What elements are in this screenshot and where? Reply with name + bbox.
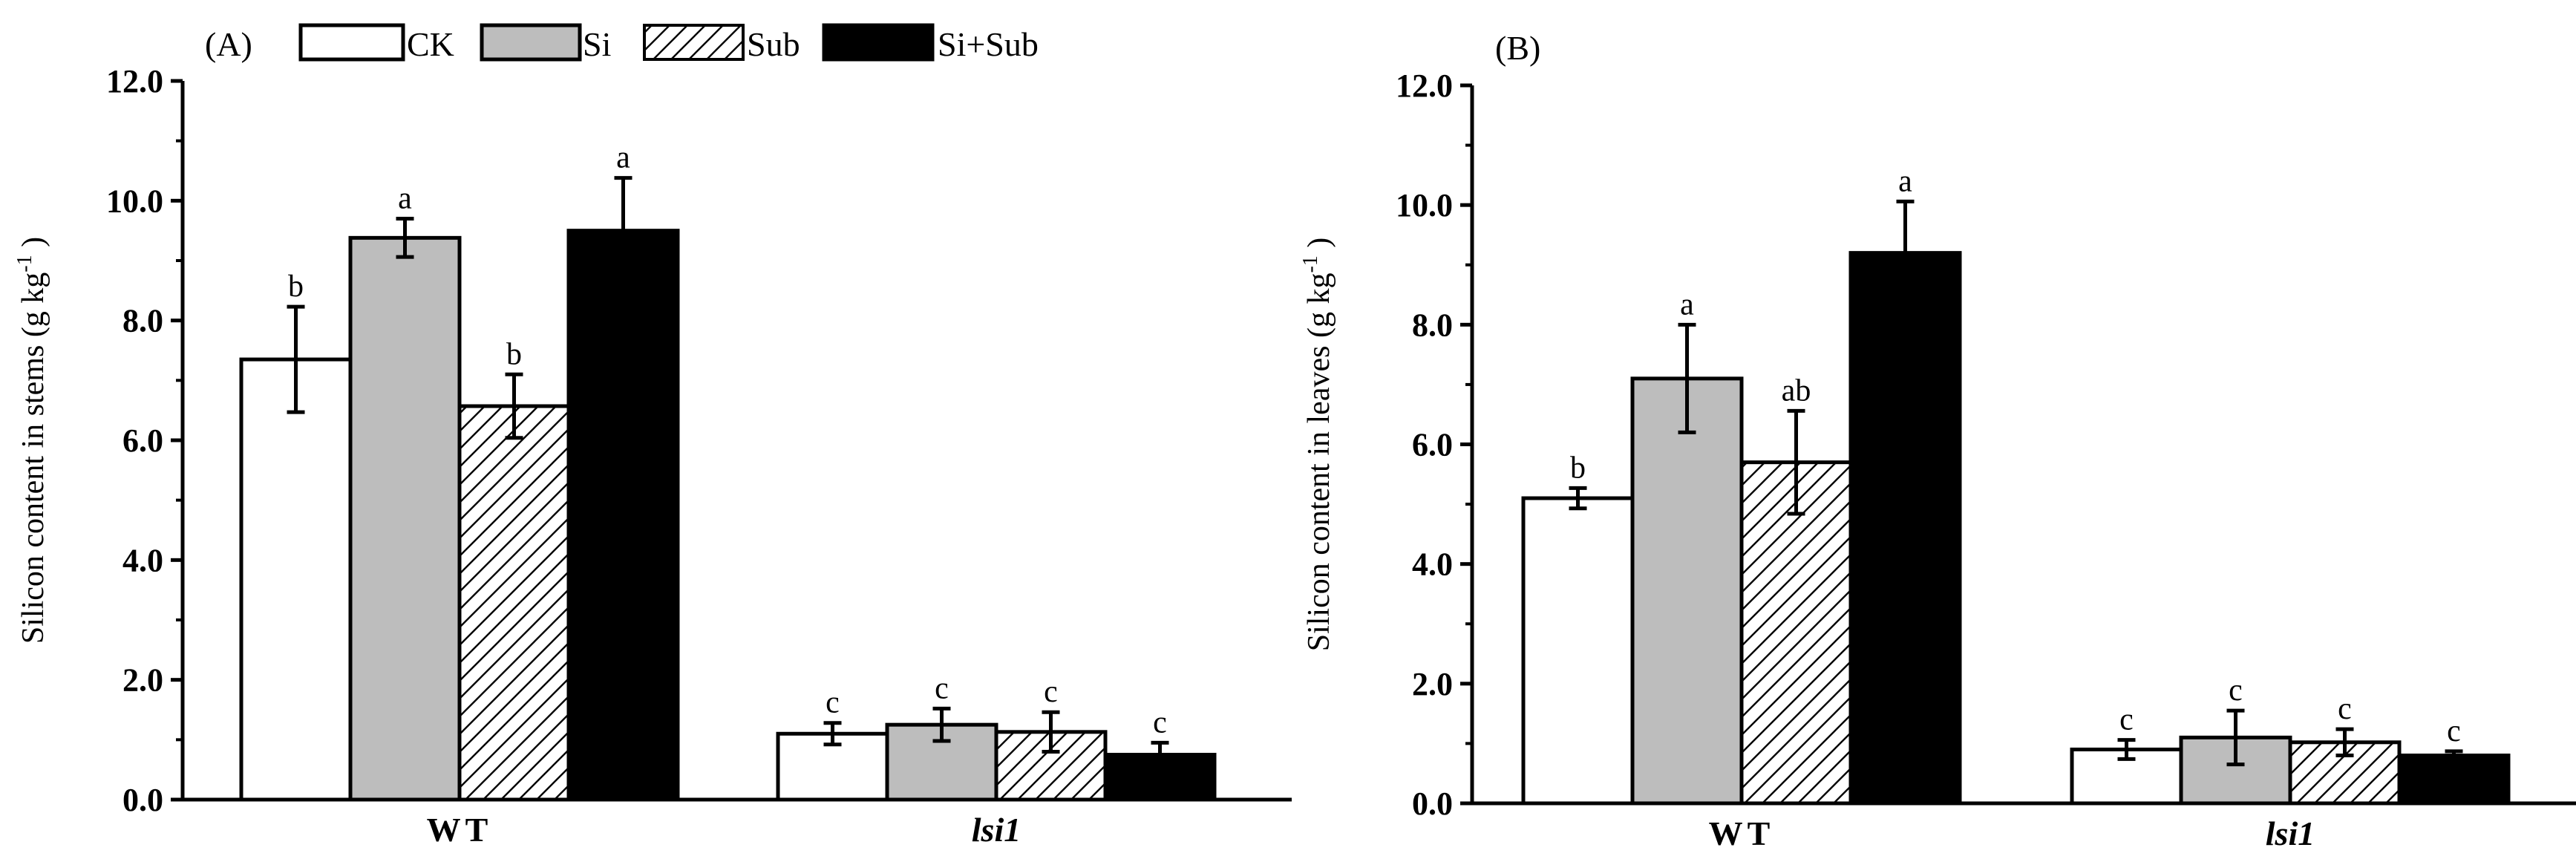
y-axis-title: Silicon content in stems (g kg-1 ) bbox=[13, 237, 50, 644]
y-tick-label: 8.0 bbox=[1412, 307, 1453, 343]
legend-swatch-si bbox=[480, 23, 582, 62]
bar-si-wt bbox=[1630, 376, 1744, 806]
legend-label-si-sub: Si+Sub bbox=[938, 25, 1039, 63]
legend-item-si-sub: Si+Sub bbox=[822, 23, 1039, 63]
error-bar-si-wt bbox=[1678, 322, 1696, 434]
x-category-label-wt: WT bbox=[1709, 814, 1775, 852]
y-tick-label: 6.0 bbox=[1412, 427, 1453, 463]
y-tick-label: 4.0 bbox=[1412, 546, 1453, 583]
legend-label-ck: CK bbox=[407, 25, 454, 63]
error-bar-si-lsi1 bbox=[2226, 708, 2245, 767]
significance-label-sub-wt: b bbox=[506, 337, 522, 371]
y-tick-label: 12.0 bbox=[106, 63, 163, 99]
y-tick-label: 0.0 bbox=[122, 782, 163, 818]
bar-sub-wt bbox=[1739, 460, 1853, 806]
legend-item-sub: Sub bbox=[643, 24, 800, 63]
y-tick-label: 0.0 bbox=[1412, 785, 1453, 822]
error-bar-si-sub-lsi1 bbox=[2445, 749, 2463, 762]
y-tick-label: 2.0 bbox=[1412, 666, 1453, 702]
y-axis-title: Silicon content in leaves (g kg-1 ) bbox=[1299, 238, 1336, 652]
chart-panel-b: b a ab a WT c c c c lsi1 0.0 2.0 4.0 6.0 8.0 10.0 12.0 Si… bbox=[1299, 68, 2576, 852]
panel-label-a: (A) bbox=[205, 25, 252, 63]
error-bar-sub-lsi1 bbox=[1042, 710, 1060, 754]
significance-label-si-sub-wt: a bbox=[616, 141, 630, 175]
bar-ck-wt bbox=[239, 357, 353, 802]
y-tick-label: 6.0 bbox=[122, 422, 163, 459]
error-bar-sub-lsi1 bbox=[2335, 727, 2354, 758]
significance-label-si-sub-lsi1: c bbox=[2447, 714, 2461, 748]
x-category-label-wt: WT bbox=[427, 811, 493, 849]
legend-swatch-si-sub bbox=[822, 23, 935, 62]
significance-label-ck-wt: b bbox=[1570, 451, 1586, 485]
error-bar-si-lsi1 bbox=[932, 706, 951, 743]
legend-label-si: Si bbox=[583, 25, 611, 63]
bar-si-sub-wt bbox=[566, 229, 680, 802]
bar-ck-wt bbox=[1521, 496, 1635, 806]
significance-label-sub-wt: ab bbox=[1782, 373, 1811, 408]
significance-label-sub-lsi1: c bbox=[2338, 692, 2352, 726]
error-bar-si-sub-wt bbox=[614, 176, 632, 286]
significance-label-si-lsi1: c bbox=[2229, 673, 2243, 708]
significance-label-si-lsi1: c bbox=[935, 671, 949, 705]
chart-panel-a: b a b a WT c c c c lsi1 0.0 2.0 4.0 6.0 8.0 10.0 12.0 Sil… bbox=[13, 63, 1292, 849]
error-bar-ck-wt bbox=[1569, 486, 1587, 511]
bar-sub-wt bbox=[457, 404, 571, 802]
x-category-label-lsi1: lsi1 bbox=[972, 811, 1021, 849]
significance-label-ck-wt: b bbox=[288, 270, 304, 304]
legend-item-ck: CK bbox=[298, 23, 454, 63]
significance-label-si-sub-wt: a bbox=[1898, 164, 1912, 198]
significance-label-si-sub-lsi1: c bbox=[1153, 705, 1167, 739]
significance-label-ck-lsi1: c bbox=[826, 686, 840, 720]
error-bar-ck-lsi1 bbox=[2117, 738, 2136, 761]
error-bar-sub-wt bbox=[505, 372, 523, 440]
error-bar-si-wt bbox=[396, 217, 414, 259]
y-tick-label: 8.0 bbox=[122, 303, 163, 339]
error-bar-si-sub-lsi1 bbox=[1151, 740, 1169, 769]
y-tick-label: 2.0 bbox=[122, 662, 163, 699]
legend: (A) CK Si Sub Si+Sub bbox=[205, 23, 1039, 63]
legend-label-sub: Sub bbox=[747, 25, 800, 63]
significance-label-si-wt: a bbox=[398, 182, 412, 216]
panel-label-b: (B) bbox=[1495, 29, 1540, 67]
bar-si-sub-lsi1 bbox=[2397, 754, 2511, 806]
y-tick-label: 10.0 bbox=[1396, 187, 1453, 223]
error-bar-ck-lsi1 bbox=[823, 721, 842, 747]
legend-swatch-ck bbox=[298, 23, 405, 62]
significance-label-ck-lsi1: c bbox=[2119, 703, 2134, 737]
y-tick-label: 10.0 bbox=[106, 183, 163, 219]
bar-si-wt bbox=[348, 235, 462, 802]
error-bar-si-sub-wt bbox=[1896, 199, 1915, 307]
y-tick-label: 12.0 bbox=[1396, 68, 1453, 104]
error-bar-sub-wt bbox=[1787, 408, 1805, 516]
bar-si-sub-wt bbox=[1848, 251, 1962, 806]
x-category-label-lsi1: lsi1 bbox=[2266, 814, 2315, 852]
error-bar-ck-wt bbox=[287, 304, 305, 414]
legend-item-si: Si bbox=[480, 23, 611, 63]
significance-label-sub-lsi1: c bbox=[1044, 675, 1058, 709]
legend-swatch-sub bbox=[643, 24, 745, 61]
y-tick-label: 4.0 bbox=[122, 542, 163, 578]
significance-label-si-wt: a bbox=[1680, 287, 1694, 321]
